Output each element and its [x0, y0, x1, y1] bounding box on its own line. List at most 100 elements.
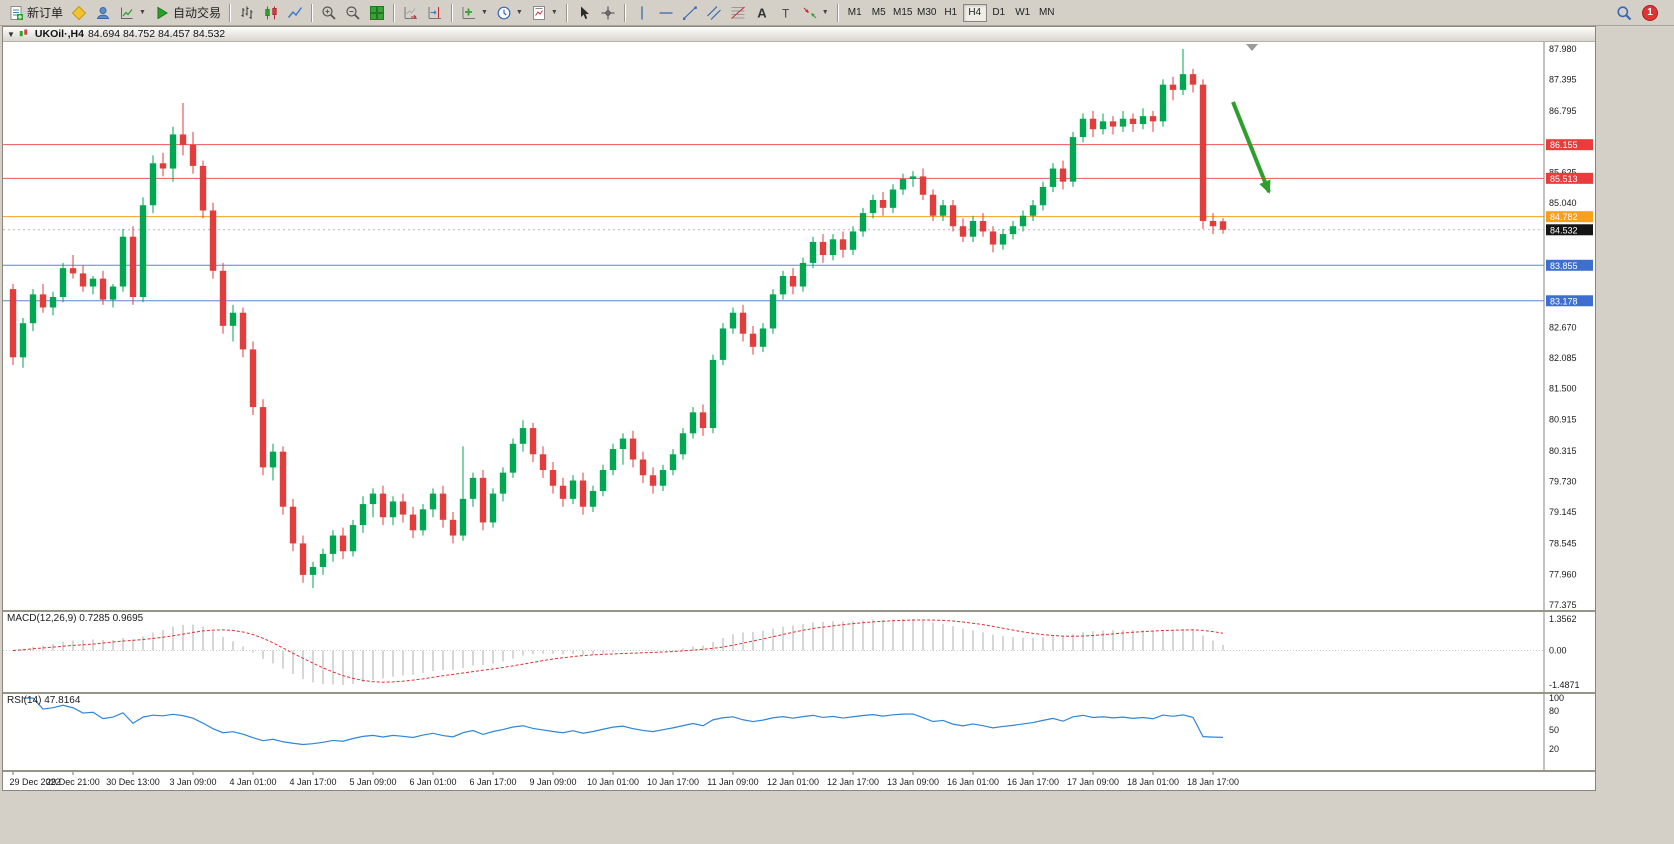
new-order-icon [8, 5, 24, 21]
rsi-value: 47.8164 [44, 695, 81, 706]
timeframe-h4-button[interactable]: H4 [962, 3, 987, 22]
line-chart-icon [287, 5, 303, 21]
rsi-name: RSI(14) [7, 695, 42, 706]
timeframe-h1-button[interactable]: H1 [944, 6, 958, 18]
timeframe-m5-button[interactable]: M5 [871, 6, 886, 18]
svg-text:A: A [757, 5, 767, 20]
tile-windows-button[interactable] [365, 2, 389, 24]
vertical-line-button[interactable] [630, 2, 654, 24]
periods-button[interactable]: ▼ [492, 2, 527, 24]
notification-badge[interactable]: 1 [1642, 4, 1658, 21]
svg-text:-1.4871: -1.4871 [1549, 680, 1580, 690]
indicators-button[interactable]: ▼ [457, 2, 492, 24]
periods-icon [496, 5, 512, 21]
chart-window-caption[interactable]: ▼ UKOil·,H4 84.694 84.752 84.457 84.532 [3, 27, 1595, 42]
dropdown-caret-icon[interactable]: ▼ [550, 9, 558, 16]
macd-name: MACD(12,26,9) [7, 613, 77, 624]
svg-text:87.980: 87.980 [1549, 44, 1577, 54]
dropdown-caret-icon[interactable]: ▼ [139, 9, 146, 16]
search-icon[interactable] [1616, 5, 1632, 21]
zoom-in-button[interactable] [317, 2, 341, 24]
time-axis[interactable]: 29 Dec 2022 29 Dec 21:00 30 Dec 13:00 3 Jan… [3, 772, 1595, 790]
templates-button[interactable]: ▼ [527, 2, 562, 24]
indicators-icon [461, 5, 477, 21]
dropdown-caret-icon[interactable]: ▼ [515, 9, 523, 16]
dropdown-caret-icon[interactable]: ▼ [480, 9, 488, 16]
main-chart-panel[interactable]: 87.980 87.395 86.795 85.625 85.040 82.670 82.0… [3, 42, 1595, 610]
macd-values: 0.7285 0.9695 [79, 613, 144, 624]
horizontal-line-button[interactable] [654, 2, 678, 24]
svg-text:79.145: 79.145 [1549, 507, 1577, 517]
svg-text:5 Jan 09:00: 5 Jan 09:00 [349, 777, 396, 787]
timeframe-m1-button[interactable]: M1 [847, 6, 862, 18]
zoom-out-button[interactable] [341, 2, 365, 24]
toolbar-separator [228, 3, 231, 22]
svg-text:83.178: 83.178 [1550, 296, 1578, 306]
text-button[interactable]: A [750, 2, 774, 24]
new-chart-button[interactable]: ▼ [115, 2, 150, 24]
arrows-icon [802, 5, 818, 21]
svg-text:12 Jan 01:00: 12 Jan 01:00 [767, 777, 819, 787]
channel-button[interactable] [702, 2, 726, 24]
play-icon [154, 5, 170, 21]
new-order-button[interactable]: 新订单 [4, 2, 67, 24]
svg-text:86.155: 86.155 [1550, 140, 1578, 150]
cursor-icon [576, 5, 592, 21]
bar-chart-button[interactable] [235, 2, 259, 24]
dropdown-caret-icon[interactable]: ▼ [821, 9, 829, 16]
svg-text:80.315: 80.315 [1549, 446, 1577, 456]
down-arrow-annotation[interactable] [1231, 101, 1271, 194]
accounts-button[interactable] [91, 2, 115, 24]
svg-text:4 Jan 01:00: 4 Jan 01:00 [229, 777, 276, 787]
panel-splitter[interactable] [3, 692, 1595, 694]
auto-scroll-button[interactable] [399, 2, 423, 24]
rsi-panel[interactable]: RSI(14) 47.8164 100 80 50 20 [3, 694, 1595, 770]
panel-splitter[interactable] [3, 610, 1595, 612]
svg-text:78.545: 78.545 [1549, 539, 1577, 549]
svg-text:82.085: 82.085 [1549, 353, 1577, 363]
macd-panel[interactable]: MACD(12,26,9) 0.7285 0.9695 1.3562 0.00 -1… [3, 612, 1595, 692]
window-menu-icon[interactable]: ▼ [7, 29, 15, 39]
chart-window[interactable]: ▼ UKOil·,H4 84.694 84.752 84.457 84.532 … [2, 26, 1596, 791]
toolbar-separator [623, 3, 626, 22]
zoom-in-icon [321, 5, 337, 21]
panel-splitter[interactable] [3, 770, 1595, 772]
crosshair-button[interactable] [596, 2, 620, 24]
rsi-label: RSI(14) 47.8164 [7, 695, 80, 706]
auto-scroll-icon [403, 5, 419, 21]
candlestick-chart-button[interactable] [259, 2, 283, 24]
new-order-button-label: 新订单 [27, 6, 64, 20]
chart-title: UKOil·,H4 [34, 28, 84, 40]
toolbar-right: 1 [1616, 4, 1670, 21]
trendline-button[interactable] [678, 2, 702, 24]
timeframe-mn-button[interactable]: MN [1038, 6, 1055, 18]
label-icon: T [778, 5, 794, 21]
chart-ohlc-values: 84.694 84.752 84.457 84.532 [87, 28, 226, 40]
svg-text:80: 80 [1549, 706, 1559, 716]
svg-text:84.782: 84.782 [1550, 212, 1578, 222]
trendline-icon [682, 5, 698, 21]
macd-label: MACD(12,26,9) 0.7285 0.9695 [7, 613, 143, 624]
macd-svg: 1.3562 0.00 -1.4871 [3, 612, 1580, 692]
svg-text:77.375: 77.375 [1549, 600, 1577, 610]
text-label-button[interactable]: T [774, 2, 798, 24]
text-icon: A [754, 5, 770, 21]
timeframe-w1-button[interactable]: W1 [1015, 6, 1031, 18]
svg-text:4 Jan 17:00: 4 Jan 17:00 [289, 777, 336, 787]
accounts-icon [95, 5, 111, 21]
chart-shift-button[interactable] [423, 2, 447, 24]
line-chart-button[interactable] [283, 2, 307, 24]
market-watch-button[interactable] [67, 2, 91, 24]
fibonacci-button[interactable] [726, 2, 750, 24]
svg-text:T: T [782, 6, 790, 20]
toolbar-button-groups: 新订单 ▼ 自动交易 ▼ ▼ ▼ A T ▼ M1 M5 M15 M30 H1 H4 D1 W1 MN [4, 2, 1059, 24]
autotrading-button[interactable]: 自动交易 [150, 2, 225, 24]
timeframe-d1-button[interactable]: D1 [992, 6, 1006, 18]
timeframe-m15-button[interactable]: M15 [892, 6, 913, 18]
arrows-button[interactable]: ▼ [798, 2, 833, 24]
svg-text:84.532: 84.532 [1550, 225, 1578, 235]
cursor-button[interactable] [572, 2, 596, 24]
timeframe-m30-button[interactable]: M30 [916, 6, 937, 18]
svg-text:80.915: 80.915 [1549, 414, 1577, 424]
